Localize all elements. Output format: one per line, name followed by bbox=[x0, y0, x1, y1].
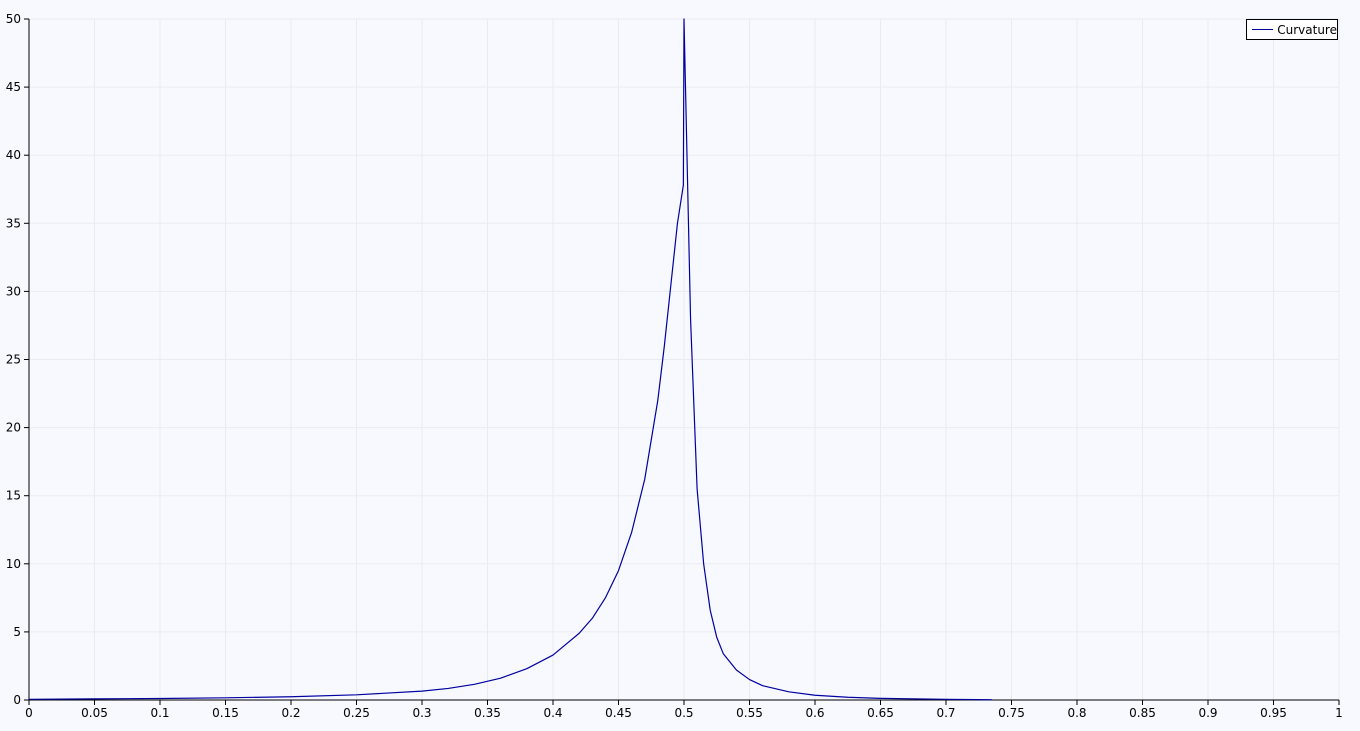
x-tick-label: 0.15 bbox=[212, 706, 239, 720]
y-tick-label: 20 bbox=[6, 421, 21, 435]
series-layer bbox=[28, 18, 992, 701]
x-tick-label: 0.6 bbox=[805, 706, 824, 720]
y-tick-label: 45 bbox=[6, 80, 21, 94]
y-tick-label: 10 bbox=[6, 557, 21, 571]
legend-label: Curvature bbox=[1277, 22, 1337, 37]
y-tick-label: 30 bbox=[6, 284, 21, 298]
x-tick-label: 0.25 bbox=[343, 706, 370, 720]
x-tick-label: 0.3 bbox=[412, 706, 431, 720]
x-tick-label: 0.45 bbox=[605, 706, 632, 720]
x-tick-label: 0.85 bbox=[1129, 706, 1156, 720]
x-tick-label: 0.4 bbox=[543, 706, 562, 720]
series-line-curvature bbox=[28, 18, 992, 701]
axes bbox=[24, 18, 1340, 705]
y-tick-label: 25 bbox=[6, 353, 21, 367]
x-tick-label: 0.65 bbox=[867, 706, 894, 720]
y-tick-label: 50 bbox=[6, 12, 21, 26]
x-tick-label: 0.55 bbox=[736, 706, 763, 720]
y-tick-label: 35 bbox=[6, 216, 21, 230]
legend-swatch bbox=[1252, 29, 1274, 30]
x-tick-label: 0.9 bbox=[1198, 706, 1217, 720]
tick-labels: 0 0.05 0.1 0.15 0.2 0.25 0.3 0.35 0.4 0.45 0.5 0.55… bbox=[6, 12, 1343, 720]
y-tick-label: 5 bbox=[13, 625, 21, 639]
x-tick-label: 0.8 bbox=[1067, 706, 1086, 720]
x-tick-label: 0 bbox=[25, 706, 33, 720]
x-tick-label: 0.05 bbox=[81, 706, 108, 720]
legend: Curvature bbox=[1246, 19, 1338, 40]
x-tick-label: 0.75 bbox=[998, 706, 1025, 720]
x-tick-label: 0.1 bbox=[150, 706, 169, 720]
x-tick-label: 0.5 bbox=[674, 706, 693, 720]
x-tick-label: 0.7 bbox=[936, 706, 955, 720]
x-tick-label: 0.2 bbox=[281, 706, 300, 720]
y-tick-label: 0 bbox=[13, 693, 21, 707]
y-tick-label: 15 bbox=[6, 489, 21, 503]
x-tick-label: 0.95 bbox=[1260, 706, 1287, 720]
x-tick-label: 1 bbox=[1335, 706, 1343, 720]
x-tick-label: 0.35 bbox=[474, 706, 501, 720]
y-tick-label: 40 bbox=[6, 148, 21, 162]
